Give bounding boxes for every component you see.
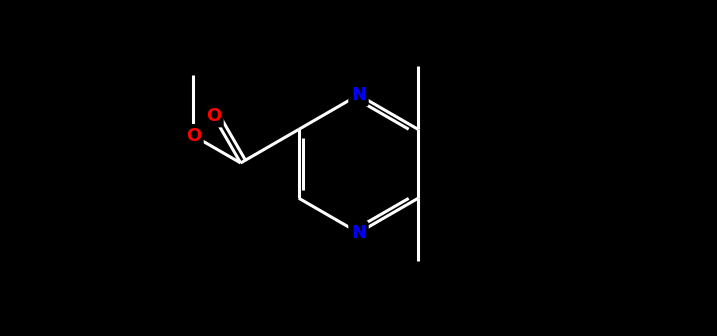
Text: O: O: [206, 107, 221, 125]
Text: N: N: [351, 224, 366, 242]
Text: O: O: [186, 127, 201, 145]
Text: N: N: [351, 86, 366, 104]
